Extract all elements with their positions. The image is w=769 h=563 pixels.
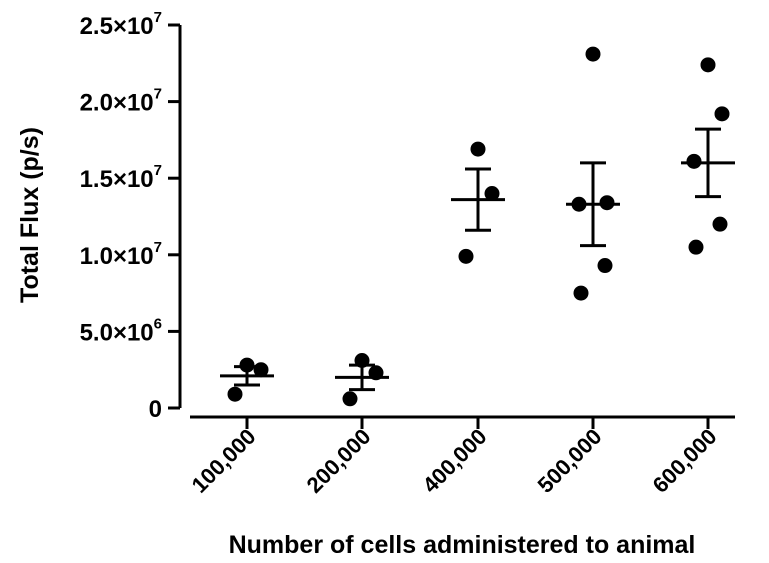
data-point — [368, 365, 384, 381]
data-point — [597, 258, 613, 274]
y-tick-label: 0 — [149, 396, 162, 423]
y-tick-label: 2.0×107 — [80, 86, 162, 117]
y-tick-labels: 0 5.0×106 1.0×107 1.5×107 2.0×107 2.5×107 — [80, 9, 162, 423]
data-point — [227, 386, 243, 402]
group-500000 — [566, 46, 620, 301]
x-tick-labels: 100,000 200,000 400,000 500,000 600,000 — [187, 424, 722, 498]
group-400000 — [451, 141, 505, 264]
data-marks — [220, 46, 735, 407]
data-point — [458, 248, 474, 264]
data-point — [686, 153, 702, 169]
y-tick-label: 1.5×107 — [80, 162, 162, 193]
group-200000 — [335, 353, 389, 407]
data-point — [354, 353, 370, 369]
data-point — [239, 357, 255, 373]
data-point — [599, 195, 615, 211]
data-point — [688, 239, 704, 255]
data-point — [484, 186, 500, 202]
x-tick-label: 500,000 — [533, 424, 607, 498]
data-point — [712, 216, 728, 232]
data-point — [714, 106, 730, 122]
y-tick-label: 5.0×106 — [80, 315, 162, 346]
data-point — [342, 391, 358, 407]
y-tick-label: 2.5×107 — [80, 9, 162, 40]
x-axis-label: Number of cells administered to animal — [229, 531, 696, 559]
group-600000 — [681, 57, 735, 255]
x-tick-label: 400,000 — [418, 424, 492, 498]
y-tick-label: 1.0×107 — [80, 239, 162, 270]
data-point — [253, 362, 269, 378]
data-point — [700, 57, 716, 73]
x-tick-label: 200,000 — [302, 424, 376, 498]
data-point — [571, 196, 587, 212]
data-point — [573, 285, 589, 301]
y-axis-label: Total Flux (p/s) — [16, 127, 44, 303]
axes — [168, 23, 735, 429]
data-point — [585, 46, 601, 62]
x-tick-label: 100,000 — [187, 424, 261, 498]
group-100000 — [220, 357, 274, 402]
x-tick-label: 600,000 — [648, 424, 722, 498]
data-point — [470, 141, 486, 157]
